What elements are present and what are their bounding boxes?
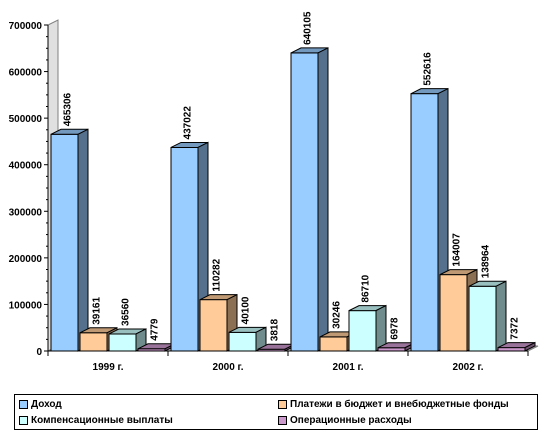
y-tick-label: 600000	[9, 68, 43, 79]
data-label: 138964	[481, 244, 492, 278]
bar-front	[497, 347, 526, 352]
bar-front	[170, 146, 199, 352]
y-tick-label: 700000	[9, 21, 43, 32]
data-label: 40100	[241, 296, 252, 324]
data-label: 7372	[510, 317, 521, 340]
x-tick-label: 1999 г.	[93, 362, 124, 373]
bar	[468, 280, 507, 352]
x-tick-label: 2001 г.	[333, 362, 364, 373]
legend-item-kompensatsionnye: Компенсационные выплаты	[19, 415, 173, 426]
chart: 0 100000 200000 300000 400000 500000 600000 700…	[9, 11, 539, 373]
y-tick-label: 0	[36, 347, 42, 358]
data-label: 36560	[121, 298, 132, 326]
data-label: 39161	[92, 297, 103, 325]
data-label: 640105	[303, 11, 314, 45]
data-label: 164007	[452, 233, 463, 267]
chart-bars	[50, 47, 536, 352]
legend-swatch	[278, 416, 287, 425]
bar-front	[319, 336, 348, 352]
data-label: 4779	[150, 318, 161, 341]
bar-front	[468, 285, 497, 352]
data-label: 86710	[361, 274, 372, 302]
x-tick-label: 2002 г.	[453, 362, 484, 373]
bar-front	[290, 52, 319, 352]
legend-item-platezhi: Платежи в бюджет и внебюджетные фонды	[278, 399, 509, 410]
bar-front	[410, 93, 439, 352]
legend-label: Платежи в бюджет и внебюджетные фонды	[290, 399, 509, 410]
bar-side	[524, 341, 536, 352]
bar-side	[495, 280, 507, 352]
legend-swatch	[278, 400, 287, 409]
data-label: 6978	[390, 317, 401, 340]
data-label: 110282	[212, 258, 223, 291]
bar-front	[199, 299, 228, 352]
bar-front	[348, 310, 377, 352]
x-tick-label: 2000 г.	[213, 362, 244, 373]
bar	[50, 128, 89, 352]
legend-item-operatsionnye: Операционные расходы	[278, 415, 412, 426]
data-label: 437022	[183, 106, 194, 140]
bar	[497, 341, 536, 352]
legend-label: Доход	[31, 399, 62, 410]
y-tick-label: 400000	[9, 161, 43, 172]
bar	[290, 47, 329, 352]
bar-side	[317, 47, 329, 352]
bar	[108, 328, 147, 352]
y-tick-label: 300000	[9, 207, 43, 218]
data-label: 552616	[423, 52, 434, 86]
data-label: 465306	[63, 92, 74, 126]
bar	[348, 304, 387, 352]
bar-front	[228, 331, 257, 352]
bar-front	[108, 333, 137, 352]
data-label: 30246	[332, 301, 343, 329]
bar-front	[79, 332, 108, 352]
bar-front	[50, 133, 79, 352]
legend-swatch	[19, 400, 28, 409]
chart-data-labels: 465306 39161 36560 4779 437022 110282 40100 381…	[63, 11, 521, 341]
bar-front	[439, 274, 468, 352]
legend-label: Операционные расходы	[290, 415, 412, 426]
data-label: 3818	[270, 319, 281, 342]
legend-item-dohod: Доход	[19, 399, 62, 410]
bar	[228, 326, 267, 352]
y-tick-label: 500000	[9, 114, 43, 125]
y-tick-label: 200000	[9, 254, 43, 265]
legend-swatch	[19, 416, 28, 425]
bar-side	[77, 128, 89, 352]
legend-label: Компенсационные выплаты	[31, 415, 173, 426]
y-tick-label: 100000	[9, 300, 43, 311]
chart-legend: Доход Платежи в бюджет и внебюджетные фо…	[14, 394, 538, 430]
